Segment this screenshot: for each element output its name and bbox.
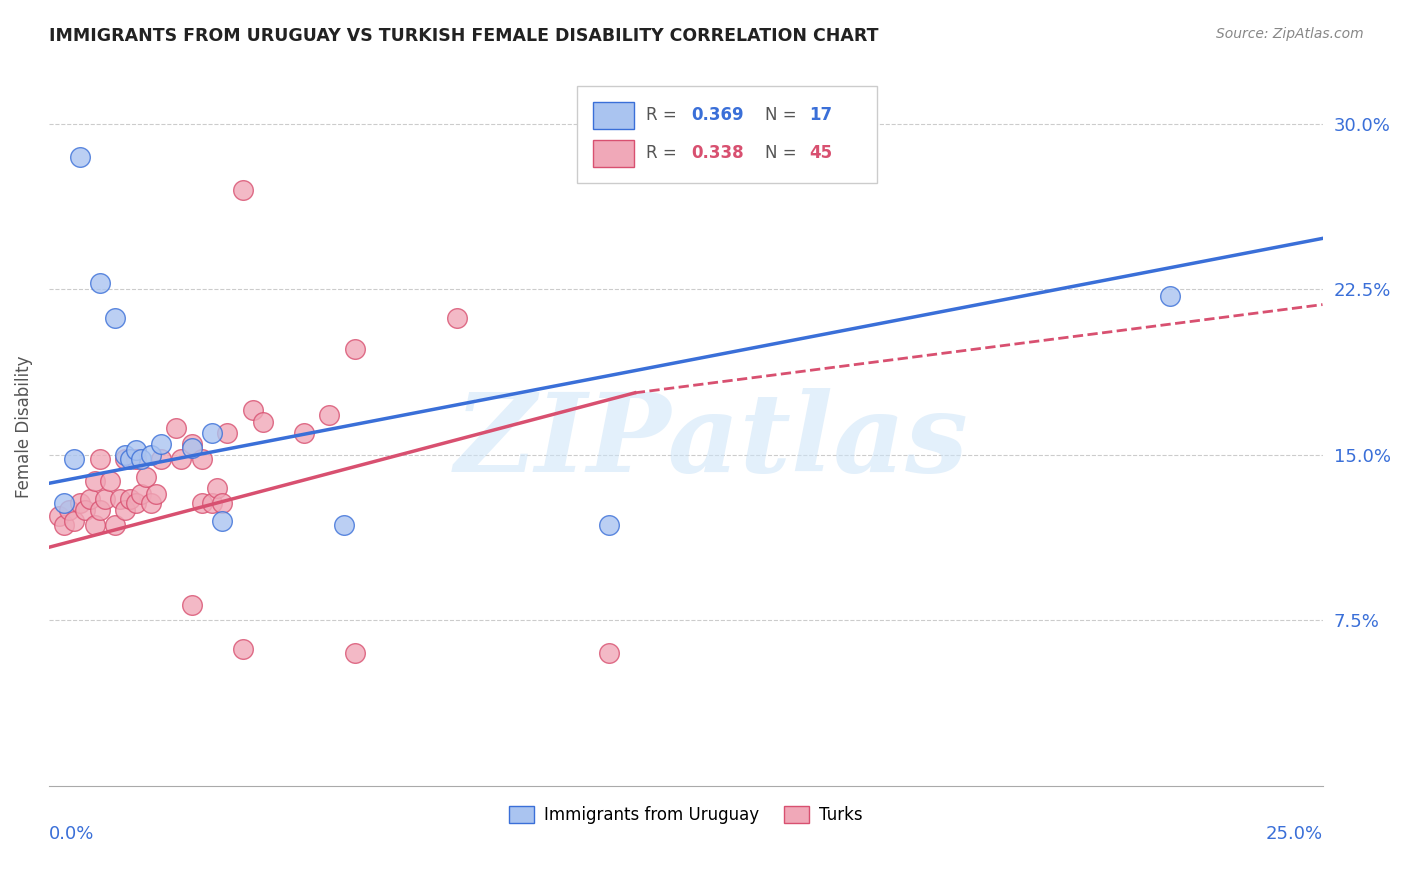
Point <box>89 502 111 516</box>
Text: 0.369: 0.369 <box>690 106 744 124</box>
Point <box>145 487 167 501</box>
Point <box>114 452 136 467</box>
Point <box>114 448 136 462</box>
Point <box>180 436 202 450</box>
Point <box>201 496 224 510</box>
Point <box>104 518 127 533</box>
Text: 0.338: 0.338 <box>690 145 744 162</box>
Text: 25.0%: 25.0% <box>1265 825 1323 843</box>
Point <box>83 518 105 533</box>
Text: ZIPatlas: ZIPatlas <box>454 388 969 495</box>
Point <box>79 491 101 506</box>
Point <box>53 496 76 510</box>
Point <box>69 150 91 164</box>
Point <box>139 448 162 462</box>
Point <box>292 425 315 440</box>
Text: 45: 45 <box>810 145 832 162</box>
Point <box>598 518 620 533</box>
Point <box>211 514 233 528</box>
Point <box>217 425 239 440</box>
Point <box>180 441 202 455</box>
Point <box>124 496 146 510</box>
Point <box>58 502 80 516</box>
Point <box>150 452 173 467</box>
Point <box>139 496 162 510</box>
Text: N =: N = <box>765 106 801 124</box>
FancyBboxPatch shape <box>578 87 877 183</box>
Point <box>135 469 157 483</box>
Point <box>63 452 86 467</box>
Point <box>1159 289 1181 303</box>
Point <box>318 408 340 422</box>
Point <box>180 598 202 612</box>
Point <box>94 491 117 506</box>
Point <box>120 452 142 467</box>
Point <box>343 646 366 660</box>
Text: 0.0%: 0.0% <box>49 825 94 843</box>
Point <box>201 425 224 440</box>
Point <box>63 514 86 528</box>
Point <box>104 310 127 325</box>
Point <box>53 518 76 533</box>
Point <box>48 509 70 524</box>
Point <box>120 491 142 506</box>
Point <box>252 415 274 429</box>
Point <box>89 452 111 467</box>
Point <box>205 481 228 495</box>
Point <box>129 452 152 467</box>
Point <box>170 452 193 467</box>
Point <box>83 474 105 488</box>
Text: Source: ZipAtlas.com: Source: ZipAtlas.com <box>1216 27 1364 41</box>
Point <box>333 518 356 533</box>
Point <box>242 403 264 417</box>
Point <box>124 443 146 458</box>
Point <box>73 502 96 516</box>
Point <box>129 487 152 501</box>
Point <box>211 496 233 510</box>
Point <box>89 276 111 290</box>
Legend: Immigrants from Uruguay, Turks: Immigrants from Uruguay, Turks <box>502 799 869 831</box>
Point <box>343 342 366 356</box>
Point <box>232 183 254 197</box>
Text: R =: R = <box>647 106 682 124</box>
Text: N =: N = <box>765 145 801 162</box>
Point <box>191 496 214 510</box>
Point <box>598 646 620 660</box>
Text: IMMIGRANTS FROM URUGUAY VS TURKISH FEMALE DISABILITY CORRELATION CHART: IMMIGRANTS FROM URUGUAY VS TURKISH FEMAL… <box>49 27 879 45</box>
Point <box>98 474 121 488</box>
Point <box>69 496 91 510</box>
Point <box>114 502 136 516</box>
Y-axis label: Female Disability: Female Disability <box>15 356 32 499</box>
Point <box>124 452 146 467</box>
Text: R =: R = <box>647 145 682 162</box>
Text: 17: 17 <box>810 106 832 124</box>
Point <box>191 452 214 467</box>
Point <box>165 421 187 435</box>
FancyBboxPatch shape <box>593 102 634 128</box>
Point <box>110 491 132 506</box>
Point <box>446 310 468 325</box>
Point <box>232 641 254 656</box>
Point <box>150 436 173 450</box>
FancyBboxPatch shape <box>593 139 634 167</box>
